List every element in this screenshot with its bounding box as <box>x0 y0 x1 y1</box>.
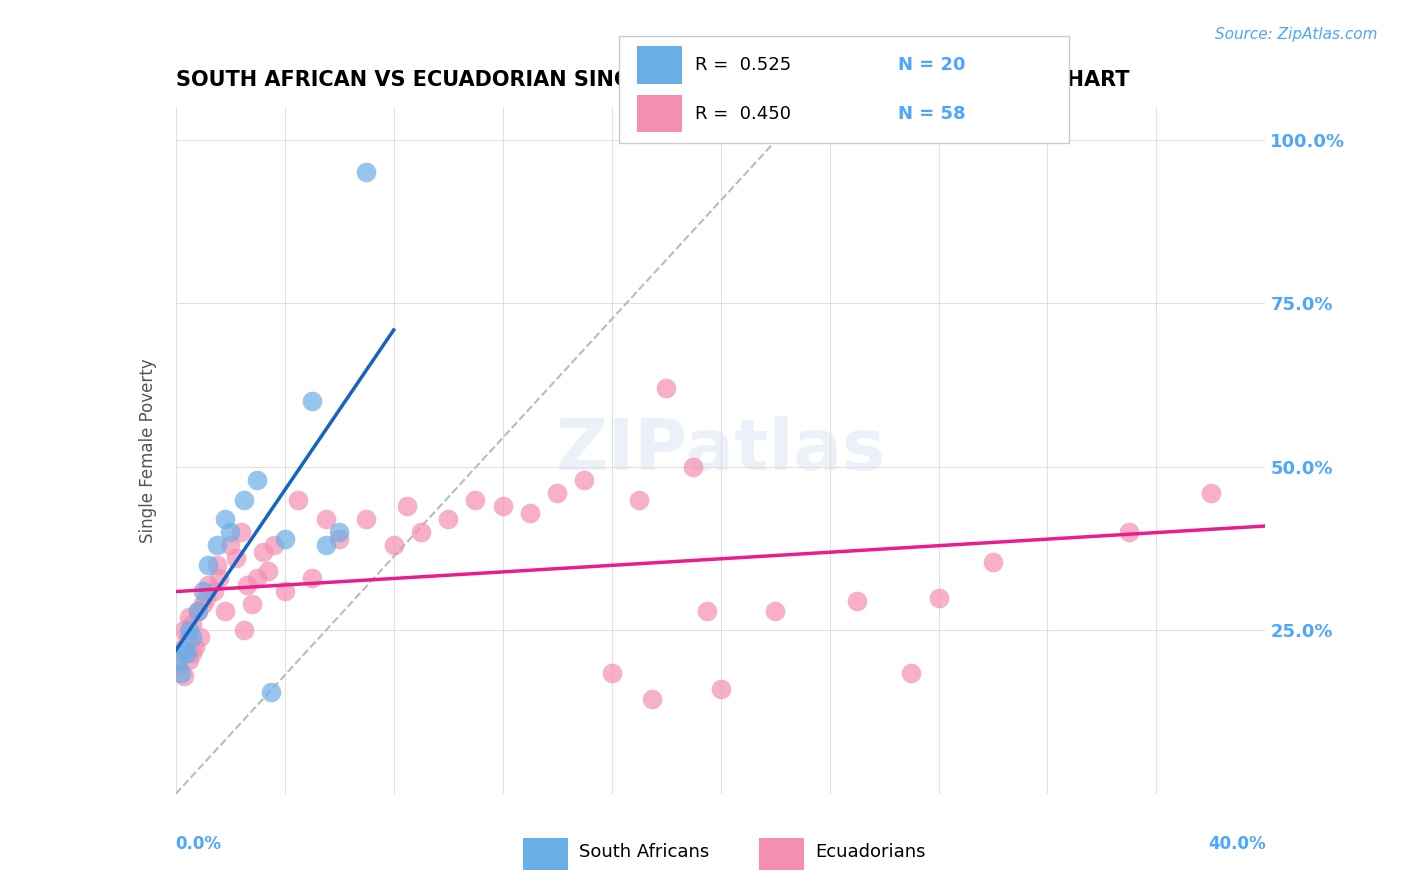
Point <box>188 630 211 644</box>
Text: R =  0.525: R = 0.525 <box>695 55 792 73</box>
Point <box>928 591 950 605</box>
Point <box>214 512 236 526</box>
Point <box>219 525 242 540</box>
FancyBboxPatch shape <box>619 36 1069 143</box>
Point <box>231 525 253 540</box>
FancyBboxPatch shape <box>523 838 568 870</box>
Point <box>186 604 209 618</box>
Point <box>315 538 337 552</box>
Y-axis label: Single Female Poverty: Single Female Poverty <box>139 359 157 542</box>
Point <box>600 665 623 680</box>
Point <box>202 584 225 599</box>
Point <box>519 506 541 520</box>
Point <box>208 571 231 585</box>
Text: N = 20: N = 20 <box>897 55 965 73</box>
Point <box>396 499 419 513</box>
Point <box>197 558 219 572</box>
Text: R =  0.450: R = 0.450 <box>695 105 792 123</box>
Point <box>574 473 596 487</box>
Text: N = 58: N = 58 <box>897 105 965 123</box>
Point <box>173 669 195 683</box>
Point <box>225 551 247 566</box>
Point <box>235 577 257 591</box>
Point <box>252 545 274 559</box>
Point <box>260 685 283 699</box>
Point <box>246 571 269 585</box>
Point <box>315 512 337 526</box>
FancyBboxPatch shape <box>759 838 804 870</box>
Point <box>492 499 515 513</box>
Point <box>173 624 195 638</box>
Text: 0.0%: 0.0% <box>176 835 222 853</box>
FancyBboxPatch shape <box>637 95 682 132</box>
Point <box>176 633 198 648</box>
Point <box>179 610 201 624</box>
Point <box>179 653 201 667</box>
Point <box>205 558 228 572</box>
Point <box>328 525 350 540</box>
Point <box>197 577 219 591</box>
Point <box>219 538 242 552</box>
Point <box>356 165 378 179</box>
Point <box>179 624 201 638</box>
Point <box>301 571 323 585</box>
Point <box>641 692 664 706</box>
Point <box>437 512 460 526</box>
Point <box>763 604 786 618</box>
Point <box>409 525 432 540</box>
Text: SOUTH AFRICAN VS ECUADORIAN SINGLE FEMALE POVERTY CORRELATION CHART: SOUTH AFRICAN VS ECUADORIAN SINGLE FEMAL… <box>176 70 1129 90</box>
FancyBboxPatch shape <box>637 46 682 84</box>
Point <box>1118 525 1140 540</box>
Point <box>176 646 198 660</box>
Point <box>328 532 350 546</box>
Point <box>627 492 650 507</box>
Point <box>186 604 209 618</box>
Text: ZIPatlas: ZIPatlas <box>555 416 886 485</box>
Point <box>170 665 193 680</box>
Text: South Africans: South Africans <box>579 843 710 861</box>
Text: 40.0%: 40.0% <box>1208 835 1265 853</box>
Point <box>191 584 214 599</box>
Point <box>184 640 207 654</box>
Point <box>181 630 204 644</box>
Point <box>167 653 190 667</box>
Point <box>246 473 269 487</box>
Point <box>464 492 486 507</box>
Point <box>257 565 280 579</box>
Point <box>191 597 214 611</box>
Point <box>274 532 297 546</box>
Point <box>240 597 263 611</box>
Point <box>710 682 733 697</box>
Point <box>900 665 922 680</box>
Point <box>274 584 297 599</box>
Point <box>301 394 323 409</box>
Point <box>194 591 217 605</box>
Point <box>382 538 405 552</box>
Point <box>356 512 378 526</box>
Point <box>981 555 1004 569</box>
Point <box>167 659 190 673</box>
Point <box>682 459 704 474</box>
Point <box>845 594 868 608</box>
Text: Ecuadorians: Ecuadorians <box>815 843 927 861</box>
Point <box>263 538 285 552</box>
Point <box>170 643 193 657</box>
Point <box>232 624 254 638</box>
Point <box>287 492 309 507</box>
Text: Source: ZipAtlas.com: Source: ZipAtlas.com <box>1215 27 1378 42</box>
Point <box>696 604 718 618</box>
Point <box>655 381 678 395</box>
Point <box>232 492 254 507</box>
Point <box>205 538 228 552</box>
Point <box>173 643 195 657</box>
Point <box>181 616 204 631</box>
Point <box>181 646 204 660</box>
Point <box>214 604 236 618</box>
Point <box>546 486 568 500</box>
Point <box>1199 486 1222 500</box>
